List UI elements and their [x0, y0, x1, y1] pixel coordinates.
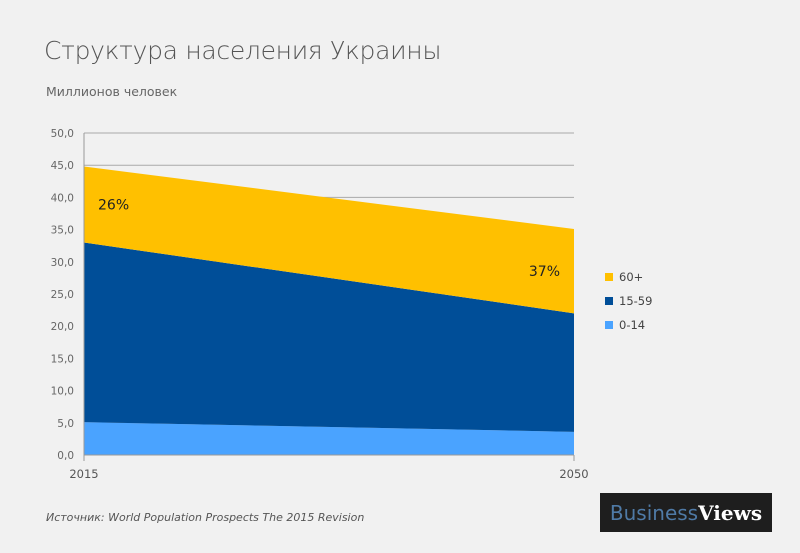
data-label: 37%	[529, 264, 560, 280]
x-tick-label: 2050	[559, 467, 588, 481]
x-tick-label: 2015	[69, 467, 98, 481]
legend-label: 0-14	[619, 318, 645, 332]
chart-subtitle: Миллионов человек	[46, 84, 178, 99]
area-series-0-14	[84, 422, 574, 455]
source-note: Источник: World Population Prospects The…	[46, 511, 365, 524]
y-tick-label: 15,0	[51, 353, 74, 365]
y-tick-label: 0,0	[57, 450, 74, 462]
legend-label: 15-59	[619, 294, 652, 308]
business-views-logo: Business Views	[600, 493, 772, 532]
chart-title: Структура населения Украины	[44, 36, 442, 65]
y-tick-label: 35,0	[51, 225, 74, 237]
y-tick-label: 10,0	[51, 386, 74, 398]
area-series-15-59	[84, 242, 574, 432]
area-series-60+	[84, 166, 574, 314]
y-tick-label: 5,0	[57, 418, 74, 430]
y-tick-label: 20,0	[51, 321, 74, 333]
y-tick-label: 25,0	[51, 289, 74, 301]
logo-part-business: Business	[609, 500, 699, 525]
y-tick-label: 50,0	[51, 128, 74, 140]
legend-swatch-15-59	[605, 297, 613, 305]
y-tick-label: 45,0	[51, 160, 74, 172]
y-tick-label: 30,0	[51, 257, 74, 269]
y-tick-label: 40,0	[51, 192, 74, 204]
data-label: 26%	[98, 197, 129, 213]
legend-swatch-0-14	[605, 321, 613, 329]
legend-swatch-60+	[605, 273, 613, 281]
legend-label: 60+	[619, 270, 643, 284]
logo-part-views: Views	[698, 500, 763, 525]
